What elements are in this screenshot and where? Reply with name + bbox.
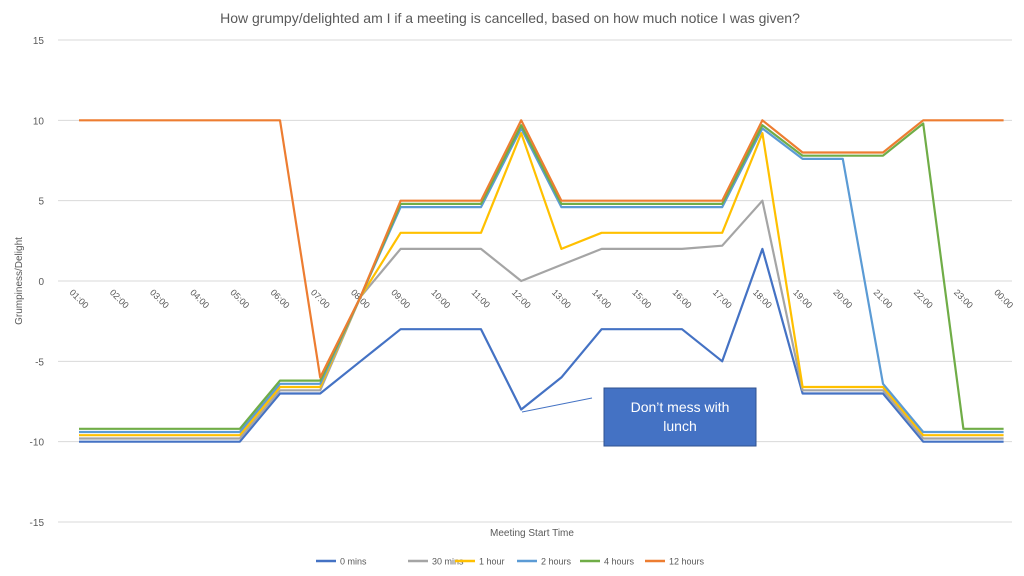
x-tick-label: 17:00 xyxy=(711,287,734,310)
gridlines xyxy=(58,39,1012,523)
y-tick-label: -10 xyxy=(30,438,45,449)
legend-label: 12 hours xyxy=(669,557,705,567)
y-tick-label: 5 xyxy=(38,197,44,208)
x-tick-label: 15:00 xyxy=(630,287,653,310)
legend-label: 30 mins xyxy=(432,557,464,567)
x-axis-label: Meeting Start Time xyxy=(490,528,574,539)
series-line-0 xyxy=(79,247,1004,443)
y-axis-label: Grumpiness/Delight xyxy=(14,237,25,325)
y-tick-label: 10 xyxy=(33,116,45,127)
legend-label: 1 hour xyxy=(479,557,505,567)
x-tick-label: 21:00 xyxy=(872,287,895,310)
x-tick-label: 14:00 xyxy=(590,287,613,310)
series-line-2 xyxy=(79,132,1004,437)
x-tick-label: 03:00 xyxy=(148,287,171,310)
x-tick-label: 09:00 xyxy=(389,287,412,310)
series-line-1 xyxy=(79,199,1004,440)
x-tick-label: 19:00 xyxy=(791,287,814,310)
series-line-5 xyxy=(79,119,1004,379)
annotation-text-line1: Don’t mess with xyxy=(631,399,730,415)
x-tick-label: 06:00 xyxy=(269,287,292,310)
annotation-box xyxy=(603,387,757,447)
x-tick-label: 04:00 xyxy=(188,287,211,310)
x-tick-label: 07:00 xyxy=(309,287,332,310)
series-line-3 xyxy=(79,127,1004,434)
x-tick-label: 01:00 xyxy=(68,287,91,310)
y-tick-label: 15 xyxy=(33,36,45,47)
chart-title: How grumpy/delighted am I if a meeting i… xyxy=(220,10,800,26)
annotation-text-line2: lunch xyxy=(663,418,696,434)
series-line-4 xyxy=(79,122,1004,430)
x-tick-label: 02:00 xyxy=(108,287,131,310)
x-tick-label: 00:00 xyxy=(992,287,1015,310)
annotation: Don’t mess with lunch xyxy=(521,387,757,447)
series-lines xyxy=(79,119,1004,443)
legend-label: 2 hours xyxy=(541,557,572,567)
x-tick-label: 16:00 xyxy=(671,287,694,310)
x-tick-label: 22:00 xyxy=(912,287,935,310)
x-axis-ticks: 01:00 02:00 03:00 04:00 05:00 06:00 07:00 08:00… xyxy=(68,287,1016,310)
x-tick-label: 05:00 xyxy=(228,287,251,310)
legend-label: 4 hours xyxy=(604,557,635,567)
x-tick-label: 20:00 xyxy=(831,287,854,310)
y-axis-ticks: 15 10 5 0 -5 -10 -15 xyxy=(30,36,45,529)
x-tick-label: 18:00 xyxy=(751,287,774,310)
x-tick-label: 12:00 xyxy=(510,287,533,310)
y-tick-label: -5 xyxy=(35,357,44,368)
x-tick-label: 23:00 xyxy=(952,287,975,310)
x-tick-label: 11:00 xyxy=(470,287,493,310)
legend: 0 mins 30 mins 1 hour 2 hours 4 hours 12 hour… xyxy=(316,557,705,567)
y-tick-label: 0 xyxy=(38,277,44,288)
annotation-pointer xyxy=(521,397,593,413)
legend-label: 0 mins xyxy=(340,557,367,567)
x-tick-label: 10:00 xyxy=(429,287,452,310)
x-tick-label: 13:00 xyxy=(550,287,573,310)
y-tick-label: -15 xyxy=(30,518,45,529)
